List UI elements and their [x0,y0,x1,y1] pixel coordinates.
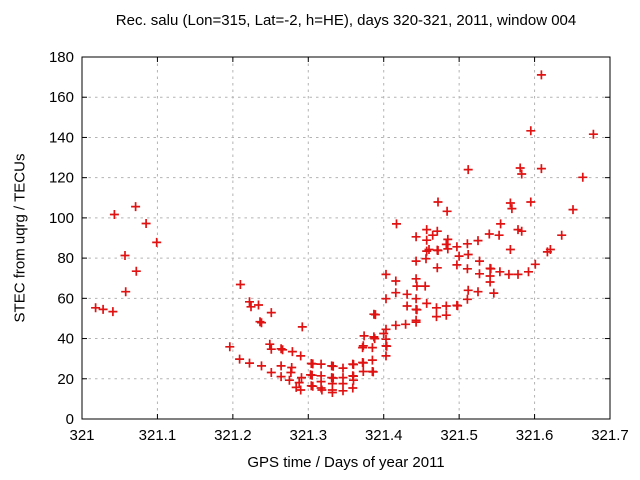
scatter-points [91,70,598,397]
y-tick-label: 180 [49,49,74,66]
x-axis-label: GPS time / Days of year 2011 [247,454,445,471]
x-tick-label: 321.2 [214,427,252,444]
y-tick-label: 160 [49,89,74,106]
y-tick-label: 140 [49,129,74,146]
y-tick-label: 0 [66,411,74,428]
x-tick-label: 321 [69,427,94,444]
y-tick-label: 120 [49,170,74,187]
y-tick-label: 40 [57,331,74,348]
x-tick-label: 321.3 [290,427,328,444]
y-tick-label: 60 [57,290,74,307]
x-tick-label: 321.6 [516,427,554,444]
plot-border [81,56,611,420]
x-tick-label: 321.1 [139,427,177,444]
y-tick-label: 100 [49,210,74,227]
y-tick-label: 80 [57,250,74,267]
x-tick-label: 321.5 [440,427,478,444]
x-tick-label: 321.7 [591,427,629,444]
x-tick-label: 321.4 [365,427,403,444]
plot-title: Rec. salu (Lon=315, Lat=-2, h=HE), days … [115,12,577,29]
y-tick-label: 20 [57,371,74,388]
